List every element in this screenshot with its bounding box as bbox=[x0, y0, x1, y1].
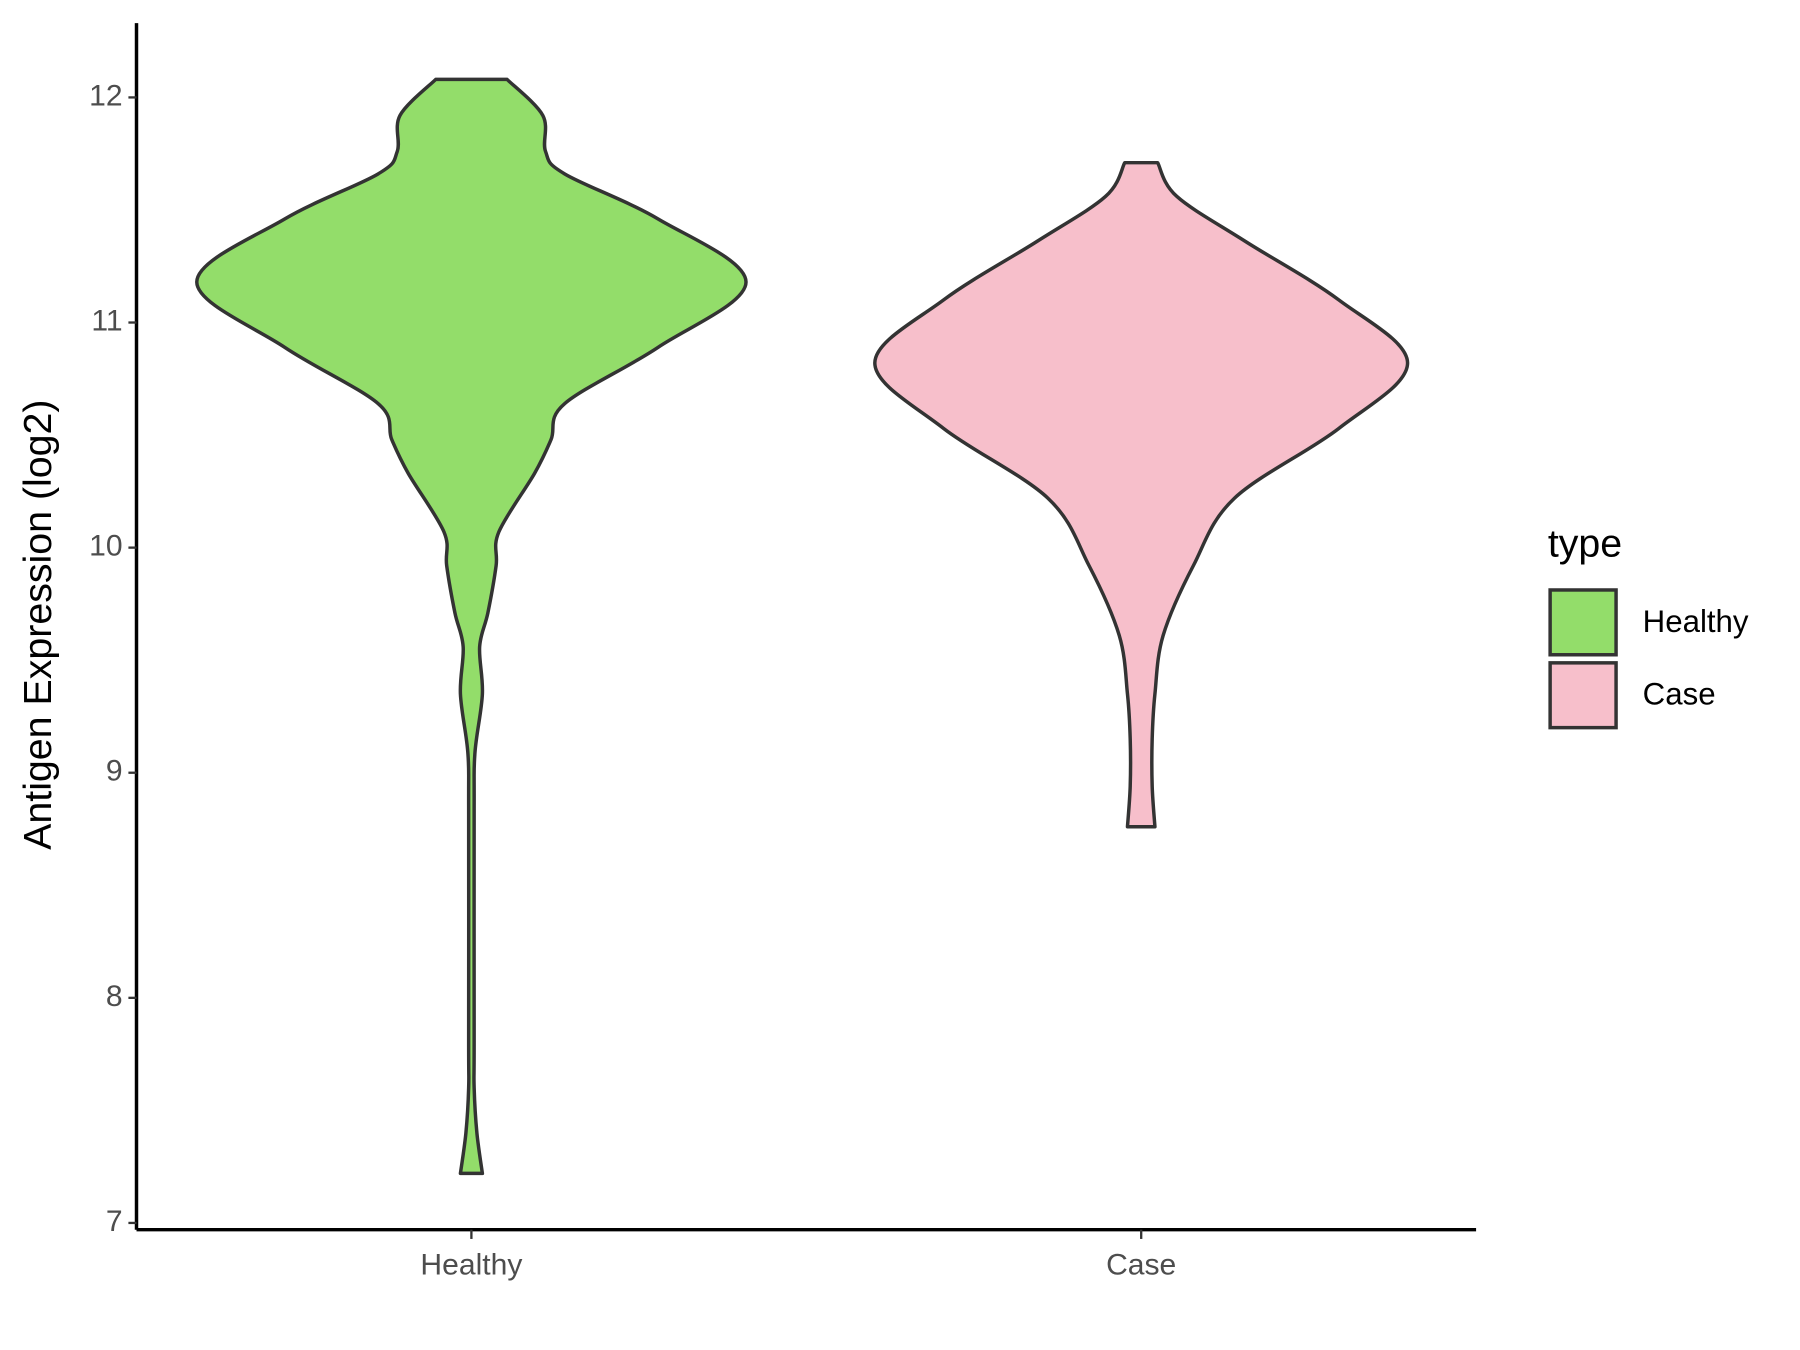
x-tick-label: Case bbox=[1106, 1249, 1176, 1282]
violin bbox=[873, 160, 1410, 829]
y-tick-label: 12 bbox=[89, 79, 122, 112]
legend-key bbox=[1548, 588, 1618, 657]
y-tick-label: 9 bbox=[106, 755, 123, 788]
legend-key bbox=[1548, 661, 1618, 730]
y-axis-title: Antigen Expression (log2) bbox=[16, 400, 60, 850]
violin bbox=[195, 77, 748, 1176]
legend-label: Case bbox=[1643, 677, 1716, 712]
y-tick-label: 8 bbox=[106, 980, 123, 1013]
y-tick-label: 11 bbox=[91, 304, 122, 337]
legend-title: type bbox=[1548, 521, 1622, 565]
y-tick-label: 7 bbox=[106, 1205, 123, 1238]
y-tick-label: 10 bbox=[89, 530, 122, 563]
x-tick-label: Healthy bbox=[420, 1249, 522, 1282]
legend-label: Healthy bbox=[1643, 604, 1749, 639]
